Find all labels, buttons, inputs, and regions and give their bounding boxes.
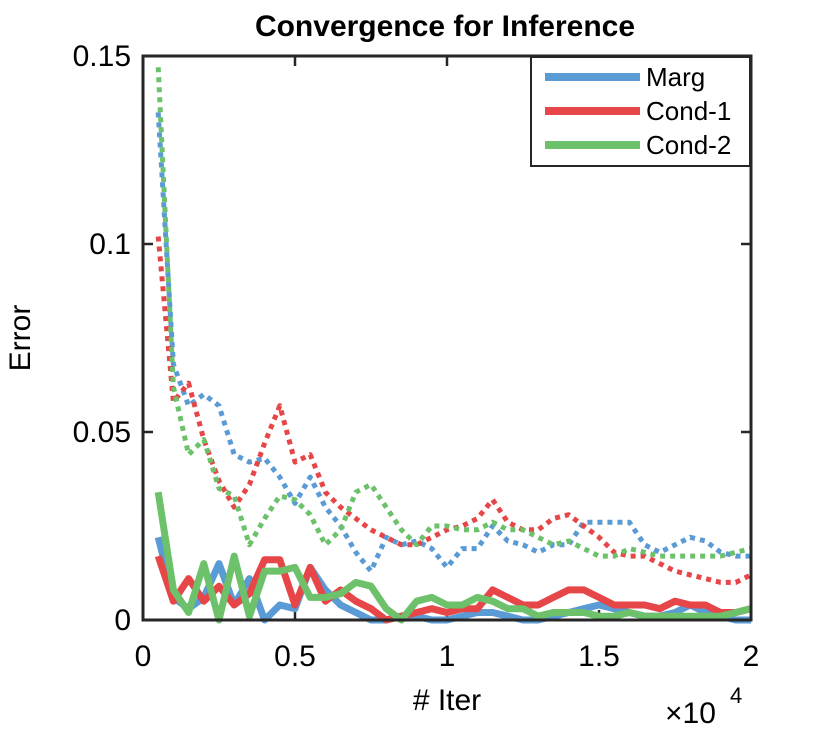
y-tick-label: 0.1 [89,228,131,261]
x-tick-label: 1.5 [578,640,620,673]
legend-label: Cond-1 [646,96,731,126]
series-line-marg-dotted [155,112,751,574]
y-tick-label: 0.15 [73,40,131,73]
legend-label: Cond-2 [646,130,731,160]
y-axis-label: Error [4,305,37,372]
series-line-cond-1-dotted [155,236,753,585]
x-tick-label: 2 [743,640,760,673]
x-axis-label: # Iter [413,684,481,717]
x-tick-label: 0.5 [274,640,316,673]
legend-items: Marg Cond-1 Cond-2 [545,62,731,160]
y-tick-label: 0 [114,604,131,637]
series-lines [154,67,753,624]
legend-label: Marg [646,62,705,92]
y-tick-label: 0.05 [73,416,131,449]
plot-frame [141,54,753,622]
series-line-cond-2-dotted [155,67,752,559]
chart-title: Convergence for Inference [255,10,635,43]
x-exponent-power: 4 [730,683,742,708]
series-line-cond-2 [154,491,752,624]
x-exponent-label: ×10 [665,697,716,730]
x-tick-label: 0 [135,640,152,673]
legend: Marg Cond-1 Cond-2 [530,56,751,167]
x-tick-label: 1 [439,640,456,673]
series-line-cond-1 [154,554,752,624]
